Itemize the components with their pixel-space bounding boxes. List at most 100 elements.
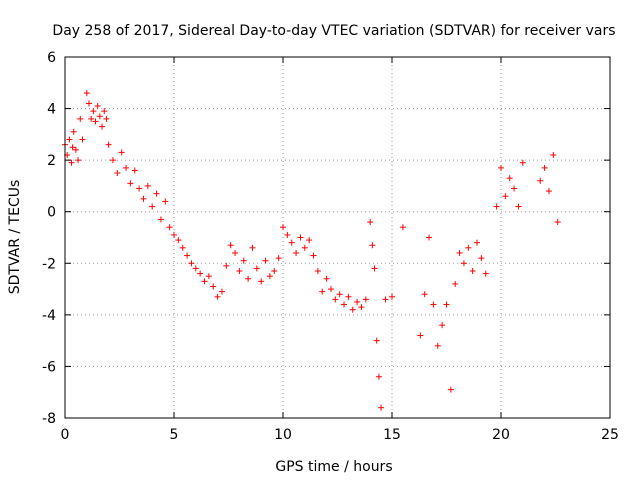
data-point — [83, 90, 90, 97]
data-point — [123, 164, 130, 171]
data-point — [68, 159, 75, 166]
data-point — [465, 244, 472, 251]
data-point — [192, 265, 199, 272]
data-point — [88, 115, 95, 122]
y-tick-label: -4 — [42, 308, 56, 324]
data-point — [371, 265, 378, 272]
data-point — [77, 115, 84, 122]
x-tick-label: 5 — [170, 427, 179, 443]
data-point — [214, 293, 221, 300]
data-point — [105, 141, 112, 148]
data-point — [349, 306, 356, 313]
data-point — [345, 293, 352, 300]
data-point — [240, 257, 247, 264]
x-tick-label: 20 — [492, 427, 510, 443]
data-point — [310, 252, 317, 259]
data-point — [184, 252, 191, 259]
data-point — [447, 386, 454, 393]
data-point — [443, 301, 450, 308]
data-point — [136, 185, 143, 192]
data-point — [478, 255, 485, 262]
data-point — [469, 268, 476, 275]
data-point — [369, 242, 376, 249]
data-point — [157, 216, 164, 223]
data-point — [210, 283, 217, 290]
data-point — [341, 301, 348, 308]
data-point — [114, 170, 121, 177]
data-point — [118, 149, 125, 156]
y-tick-labels: -8 -6 -4 -2 0 2 4 6 — [42, 50, 56, 427]
data-point — [166, 224, 173, 231]
data-point — [109, 157, 116, 164]
data-point — [201, 278, 208, 285]
data-point — [179, 244, 186, 251]
data-point — [96, 113, 103, 120]
data-point — [249, 244, 256, 251]
x-axis-title: GPS time / hours — [275, 459, 392, 475]
data-point — [306, 237, 313, 244]
x-tick-label: 10 — [274, 427, 292, 443]
data-point — [90, 108, 97, 115]
data-point — [266, 273, 273, 280]
data-point — [140, 195, 147, 202]
data-point — [79, 136, 86, 143]
data-point — [506, 175, 513, 182]
data-point — [236, 268, 243, 275]
data-point — [288, 239, 295, 246]
data-point — [515, 203, 522, 210]
x-tick-labels: 0 5 10 15 20 25 — [61, 427, 619, 443]
data-point — [153, 190, 160, 197]
data-point — [197, 270, 204, 277]
data-point — [319, 288, 326, 295]
grid-lines — [65, 57, 610, 418]
data-point — [131, 167, 138, 174]
data-point — [149, 203, 156, 210]
y-tick-label: -2 — [42, 256, 56, 272]
y-tick-label: 6 — [47, 50, 56, 66]
data-point — [103, 115, 110, 122]
data-point — [70, 128, 77, 135]
data-point — [327, 286, 334, 293]
data-point — [502, 193, 509, 200]
data-point — [69, 144, 76, 151]
data-point — [399, 224, 406, 231]
data-point — [94, 102, 101, 109]
data-point — [127, 180, 134, 187]
y-tick-label: -8 — [42, 411, 56, 427]
data-point — [175, 237, 182, 244]
data-point — [417, 332, 424, 339]
data-point — [378, 404, 385, 411]
data-point — [253, 265, 260, 272]
data-point — [382, 296, 389, 303]
data-point — [519, 159, 526, 166]
data-point — [482, 270, 489, 277]
data-point — [537, 177, 544, 184]
data-point — [498, 164, 504, 171]
data-point — [332, 296, 339, 303]
data-point — [375, 373, 382, 380]
data-point — [430, 301, 437, 308]
data-point — [258, 278, 265, 285]
data-point — [452, 280, 459, 287]
y-tick-label: -6 — [42, 359, 56, 375]
data-point — [373, 337, 380, 344]
data-point — [232, 249, 239, 256]
data-point — [271, 268, 278, 275]
data-point — [284, 231, 291, 238]
data-point — [439, 322, 446, 329]
data-point — [101, 108, 108, 115]
chart-title: Day 258 of 2017, Sidereal Day-to-day VTE… — [52, 23, 615, 39]
data-point — [171, 231, 177, 238]
x-tick-label: 25 — [601, 427, 619, 443]
data-point — [144, 182, 151, 189]
plot-frame — [64, 56, 611, 419]
data-point — [205, 273, 212, 280]
data-point — [262, 257, 269, 264]
data-point — [367, 219, 374, 226]
x-tick-label: 0 — [61, 427, 70, 443]
data-point — [297, 234, 304, 241]
data-point — [554, 219, 561, 226]
data-point — [362, 296, 369, 303]
data-point — [227, 242, 234, 249]
